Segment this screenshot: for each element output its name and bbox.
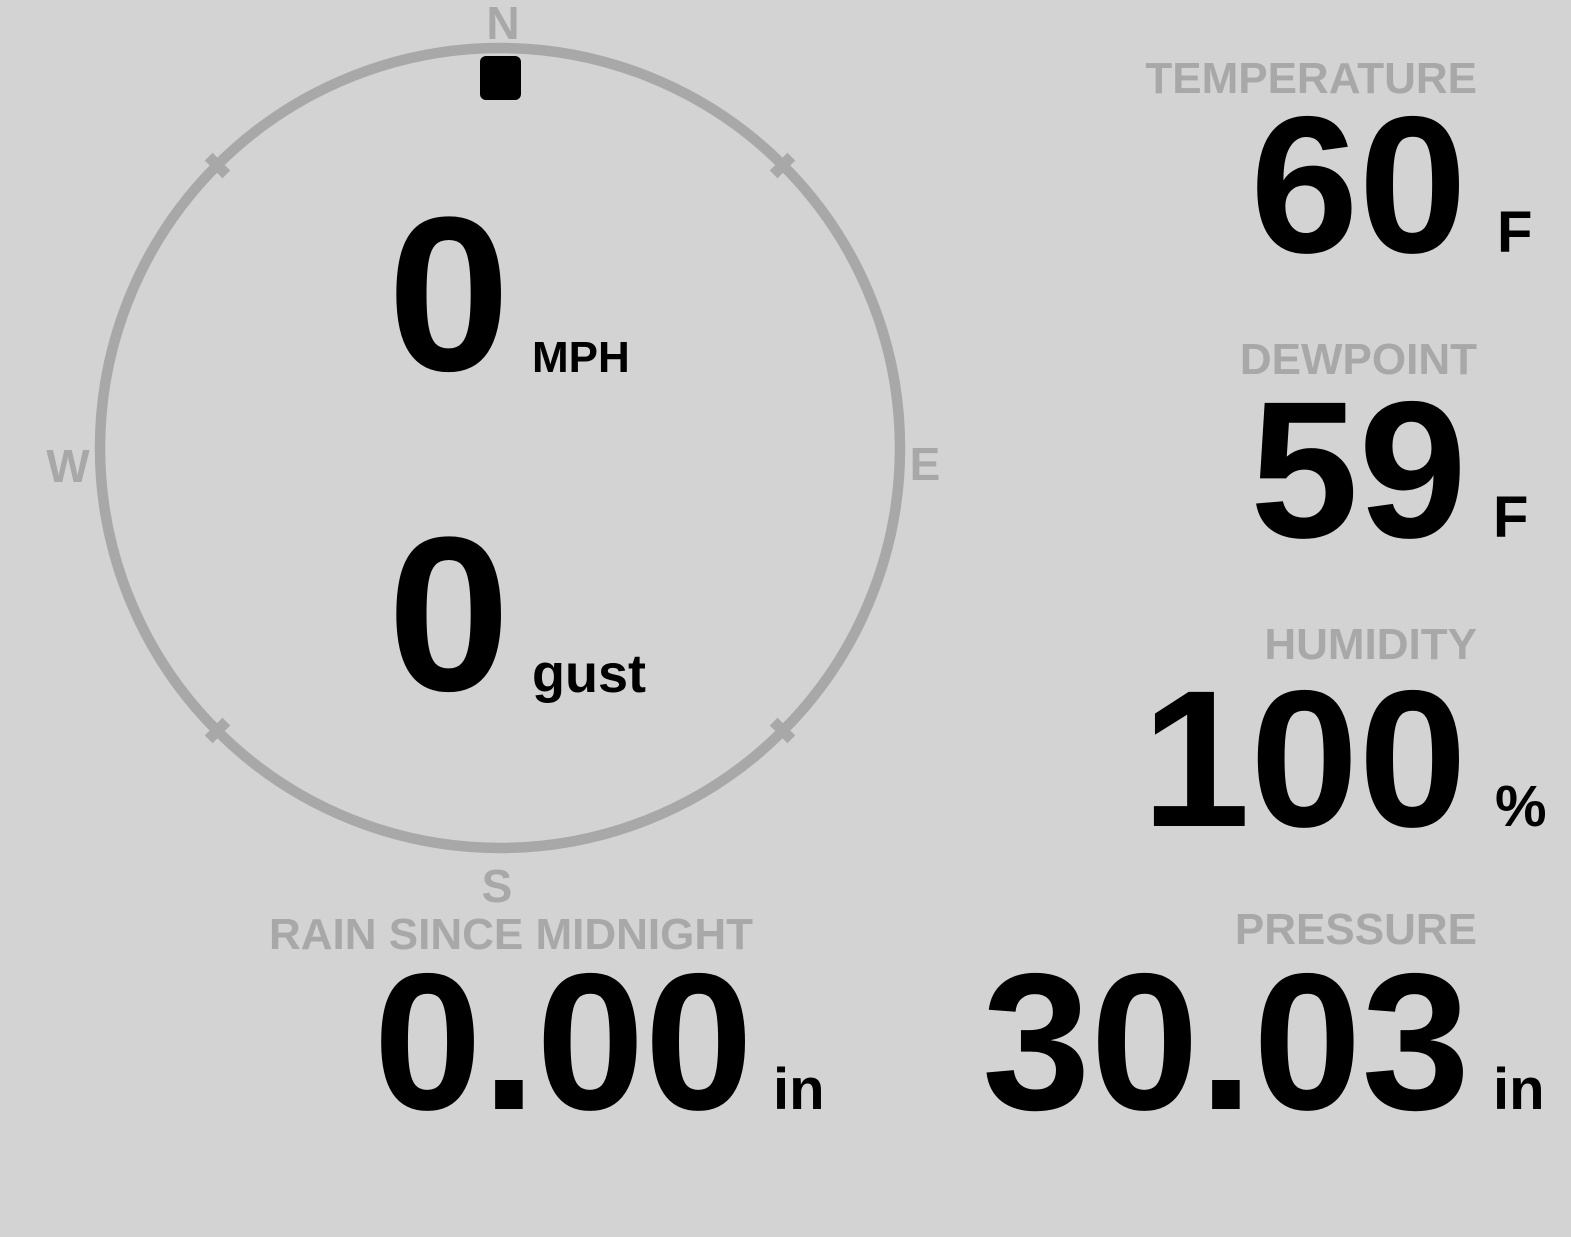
humidity-value: 100 — [1141, 650, 1467, 868]
compass-tick-sw-icon — [204, 717, 231, 744]
cardinal-south-label: S — [481, 860, 513, 912]
cardinal-north-label: N — [486, 0, 520, 49]
wind-speed-unit: MPH — [532, 333, 630, 382]
rain-since-midnight-label: RAIN SINCE MIDNIGHT — [269, 910, 753, 959]
dewpoint-label: DEWPOINT — [1239, 335, 1477, 384]
pressure-value: 30.03 — [982, 933, 1470, 1151]
wind-direction-marker-icon — [480, 56, 521, 100]
wind-compass — [94, 42, 906, 854]
wind-gust-value: 0 — [387, 491, 510, 737]
compass-tick-nw-icon — [204, 152, 231, 179]
temperature-value: 60 — [1250, 76, 1467, 294]
cardinal-west-label: W — [46, 440, 90, 492]
rain-since-midnight-value: 0.00 — [373, 933, 753, 1151]
humidity-label: HUMIDITY — [1264, 620, 1477, 669]
temperature-unit: F — [1497, 200, 1533, 265]
rain-since-midnight-unit: in — [773, 1057, 825, 1122]
compass-tick-ne-icon — [769, 152, 796, 179]
dewpoint-unit: F — [1493, 485, 1529, 550]
wind-gust-unit: gust — [532, 644, 646, 704]
dewpoint-value: 59 — [1250, 361, 1467, 579]
compass-ring — [94, 42, 906, 854]
pressure-label: PRESSURE — [1234, 905, 1477, 954]
humidity-unit: % — [1495, 774, 1547, 839]
compass-tick-se-icon — [769, 717, 796, 744]
wind-speed-value: 0 — [387, 171, 510, 417]
cardinal-east-label: E — [909, 438, 941, 490]
pressure-unit: in — [1493, 1057, 1545, 1122]
temperature-label: TEMPERATURE — [1145, 54, 1477, 103]
